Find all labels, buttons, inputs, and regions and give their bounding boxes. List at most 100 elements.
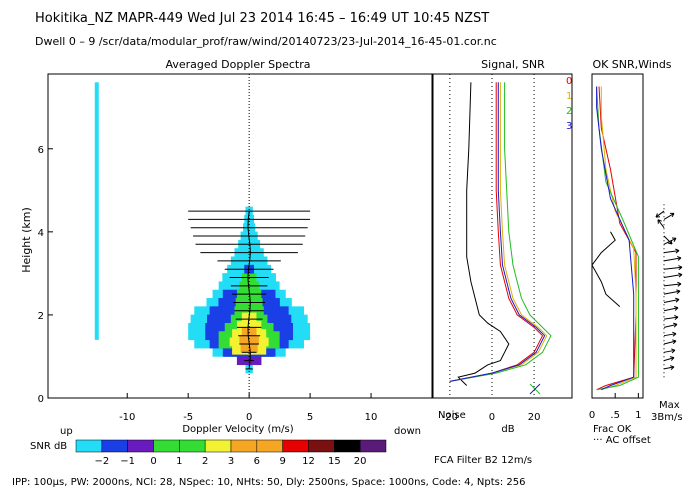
colorbar-tick-1: −1: [120, 456, 135, 467]
max-value: 3Bm/s: [651, 412, 683, 423]
db-label: dB: [501, 424, 514, 435]
noise-line: [457, 82, 510, 386]
spectrum-core-19: [241, 327, 257, 336]
y-tick-label-2: 2: [38, 311, 44, 322]
colorbar-tick-5: 3: [228, 456, 234, 467]
colorbar-tick-9: 15: [328, 456, 341, 467]
signal-0-line: [449, 82, 544, 382]
spectra-title: Averaged Doppler Spectra: [165, 58, 310, 71]
x-axis-label: Doppler Velocity (m/s): [182, 424, 293, 435]
signal-tick-label-20: 20: [528, 412, 541, 423]
frac-ok-label: Frac OK: [593, 424, 632, 435]
spectrum-core-15: [236, 320, 262, 330]
colorbar-bin-11: [359, 439, 387, 453]
wind-arrow-head-0: [670, 365, 675, 370]
wind-arrow-head-1: [669, 356, 675, 361]
receiver-label-1: 1: [566, 91, 572, 102]
wind-arrow-0: [663, 366, 675, 370]
wind-arrow-17: [657, 219, 665, 228]
wind-vectors: [655, 202, 683, 378]
wind-arrow-head-9: [676, 289, 681, 295]
colorbar-bin-6: [230, 439, 258, 453]
footer: IPP: 100μs, PW: 2000ns, NCI: 28, NSpec: …: [12, 477, 525, 488]
fca-label: FCA Filter B2 12m/s: [434, 455, 532, 466]
wind-arrow-head-11: [678, 272, 683, 278]
ok-panel: 0.5 1: [589, 73, 644, 421]
receiver-label-3: 3: [566, 121, 572, 132]
colorbar-tick-6: 6: [254, 456, 260, 467]
colorbar-tick-2: 0: [150, 456, 156, 467]
wind-arrow-head-16: [667, 239, 673, 245]
ok-frame: [591, 73, 644, 399]
colorbar-bin-10: [334, 439, 361, 453]
wind-arrow-1: [663, 357, 675, 362]
wind-arrow-head-3: [672, 339, 677, 345]
wind-arrow-head-8: [675, 297, 680, 303]
wind-arrow-head-15: [671, 237, 677, 242]
y-tick-label-0: 0: [38, 394, 44, 405]
wind-arrow-13: [663, 257, 682, 262]
spectra-frame: [47, 73, 433, 399]
signal-2-line: [449, 82, 552, 382]
wind-arrow-head-5: [673, 322, 678, 328]
colorbar-bin-5: [204, 439, 232, 453]
colorbar-bin-8: [282, 439, 309, 453]
wind-arrow-8: [663, 298, 680, 303]
signal-tick-label--20: -20: [442, 412, 458, 423]
colorbar-tick-3: 1: [176, 456, 182, 467]
x-tick-label-10: 10: [365, 412, 378, 423]
noise-x-mark-2: [529, 383, 541, 395]
colorbar-bin-3: [153, 439, 180, 453]
colorbar-bin-0: [75, 439, 103, 453]
ok-title: OK SNR,Winds: [592, 58, 671, 71]
wind-arrow-head-19: [655, 213, 661, 218]
colorbar-bin-1: [101, 439, 128, 453]
snr-label: SNR dB: [30, 441, 67, 452]
colorbar-bin-2: [127, 439, 154, 453]
up-label: up: [60, 426, 73, 437]
y-tick-label-6: 6: [38, 145, 44, 156]
noise-label: Noise: [438, 410, 466, 421]
ok-tick-label-0: 0: [589, 410, 595, 421]
y-axis-label: Height (km): [20, 207, 33, 273]
header-line1: Hokitika_NZ MAPR-449 Wed Jul 23 2014 16:…: [35, 11, 489, 26]
wind-arrow-6: [663, 316, 679, 320]
wind-arrow-10: [663, 283, 682, 287]
header-line2: Dwell 0 – 9 /scr/data/modular_prof/raw/w…: [35, 35, 497, 48]
wind-arrow-5: [663, 323, 678, 328]
wind-arrow-4: [663, 333, 677, 337]
x-tick-label-5: 5: [307, 412, 313, 423]
receiver-label-2: 2: [566, 106, 572, 117]
signal-title: Signal, SNR: [481, 58, 545, 71]
wind-arrow-14: [663, 250, 680, 254]
wind-arrow-3: [663, 340, 677, 345]
x-tick-label-0: 0: [246, 412, 252, 423]
wind-arrow-7: [663, 307, 679, 312]
ok-1-line: [600, 86, 637, 391]
signal-3-line: [449, 82, 546, 382]
receiver-label-0: 0: [566, 76, 572, 87]
ok-tick-label-2: 1: [635, 410, 641, 421]
spectrum-core-17: [240, 343, 258, 353]
ok-3-line: [596, 86, 635, 391]
wind-arrow-2: [663, 349, 676, 353]
signal-tick-label-0: 0: [489, 412, 495, 423]
wind-arrow-head-14: [675, 248, 680, 254]
x-tick-label--10: -10: [119, 412, 135, 423]
colorbar-tick-8: 12: [302, 456, 315, 467]
max-label: Max: [659, 400, 680, 411]
wind-arrow-head-2: [671, 348, 676, 354]
colorbar-tick-10: 20: [354, 456, 367, 467]
wind-arrow-head-13: [677, 256, 682, 261]
colorbar-tick-7: 9: [279, 456, 285, 467]
ok-0-line: [596, 86, 637, 391]
wind-arrow-head-6: [674, 315, 679, 320]
signal-panel: -20 0 20 0 1 2 3: [432, 73, 573, 423]
wind-arrow-11: [663, 274, 683, 279]
velocity-profile: [247, 211, 251, 369]
snr-colorbar: −2 −1 0 1 2 3 6 9 12 15 20: [75, 439, 387, 467]
down-label: down: [394, 426, 421, 437]
ok-black-line: [591, 231, 621, 307]
noise-strip: [94, 82, 99, 340]
